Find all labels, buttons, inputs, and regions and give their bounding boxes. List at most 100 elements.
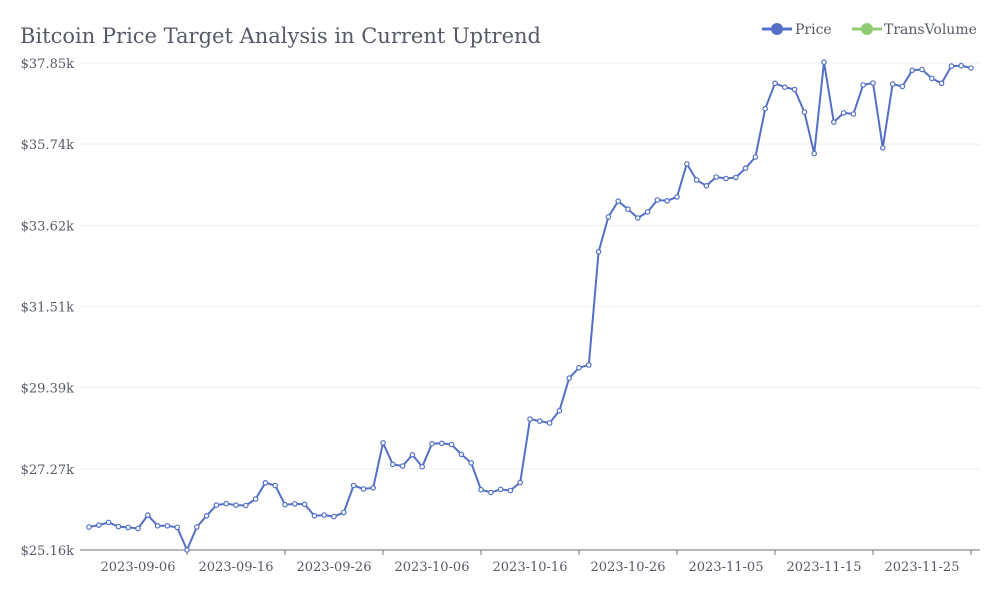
price-point[interactable]: [860, 82, 867, 88]
price-point[interactable]: [96, 522, 102, 528]
price-point[interactable]: [723, 175, 729, 182]
price-point[interactable]: [223, 500, 230, 507]
price-point[interactable]: [781, 84, 788, 91]
price-point[interactable]: [889, 81, 896, 87]
grid: [80, 62, 980, 470]
price-point[interactable]: [154, 522, 161, 529]
price-point[interactable]: [429, 440, 435, 447]
price-point[interactable]: [928, 75, 935, 82]
price-point[interactable]: [321, 512, 328, 518]
price-point[interactable]: [791, 86, 798, 93]
price-point[interactable]: [919, 66, 925, 73]
price-point[interactable]: [311, 512, 318, 519]
price-point[interactable]: [243, 502, 249, 509]
price-point[interactable]: [389, 461, 396, 468]
price-point[interactable]: [331, 513, 337, 520]
price-point[interactable]: [203, 512, 210, 519]
price-point[interactable]: [115, 523, 122, 530]
price-point[interactable]: [546, 420, 553, 426]
price-point[interactable]: [821, 59, 827, 66]
price-point[interactable]: [194, 524, 200, 530]
price-point[interactable]: [282, 501, 288, 508]
price-point[interactable]: [517, 479, 524, 486]
price-point[interactable]: [811, 150, 818, 157]
price-point[interactable]: [556, 407, 563, 414]
price-point[interactable]: [615, 198, 622, 205]
price-point[interactable]: [458, 451, 465, 458]
price-point[interactable]: [174, 524, 181, 531]
price-point[interactable]: [576, 364, 582, 371]
price-point[interactable]: [478, 486, 484, 493]
price-point[interactable]: [732, 174, 739, 181]
x-tick-label: 2023-11-05: [689, 560, 764, 575]
price-point[interactable]: [468, 460, 475, 466]
price-point[interactable]: [968, 65, 974, 71]
price-point[interactable]: [566, 375, 573, 381]
price-point[interactable]: [262, 479, 269, 486]
price-point[interactable]: [105, 519, 112, 526]
price-point[interactable]: [938, 80, 945, 87]
price-point[interactable]: [370, 484, 377, 491]
legend-item-transvolume[interactable]: TransVolume: [852, 22, 977, 38]
price-point[interactable]: [840, 110, 847, 116]
price-point[interactable]: [350, 482, 357, 489]
price-point[interactable]: [164, 522, 171, 529]
price-point[interactable]: [899, 83, 906, 90]
price-point[interactable]: [654, 197, 661, 203]
price-point[interactable]: [507, 487, 514, 494]
price-point[interactable]: [683, 161, 690, 167]
price-point[interactable]: [145, 512, 151, 518]
series-price: [86, 59, 974, 553]
price-point[interactable]: [419, 463, 426, 470]
price-point[interactable]: [605, 214, 612, 220]
price-point[interactable]: [742, 165, 749, 172]
price-point[interactable]: [674, 194, 680, 200]
legend-item-price[interactable]: Price: [762, 22, 832, 38]
price-point[interactable]: [664, 198, 671, 204]
price-point[interactable]: [948, 63, 955, 69]
price-point[interactable]: [909, 67, 916, 74]
price-point[interactable]: [879, 145, 886, 151]
price-point[interactable]: [958, 62, 965, 69]
x-tick-label: 2023-11-15: [787, 560, 862, 575]
price-point[interactable]: [340, 509, 347, 516]
price-point[interactable]: [86, 524, 92, 530]
price-point[interactable]: [625, 206, 631, 213]
price-point[interactable]: [291, 501, 298, 507]
price-point[interactable]: [634, 215, 641, 221]
price-point[interactable]: [380, 440, 386, 446]
price-point[interactable]: [360, 486, 367, 492]
price-point[interactable]: [762, 105, 769, 112]
price-point[interactable]: [125, 524, 132, 531]
x-axis: 2023-09-06 2023-09-16 2023-09-26 2023-10-06…: [80, 549, 980, 575]
price-point[interactable]: [135, 525, 141, 532]
price-point[interactable]: [487, 489, 494, 496]
price-point[interactable]: [252, 496, 259, 502]
price-point[interactable]: [409, 451, 416, 458]
price-point[interactable]: [703, 183, 710, 189]
price-point[interactable]: [850, 111, 857, 117]
price-point[interactable]: [772, 80, 778, 87]
price-point[interactable]: [585, 362, 592, 368]
legend[interactable]: Price TransVolume: [762, 22, 977, 38]
price-point[interactable]: [527, 416, 533, 422]
price-point[interactable]: [693, 177, 700, 183]
price-point[interactable]: [870, 80, 876, 86]
price-point[interactable]: [301, 501, 308, 508]
price-point[interactable]: [438, 440, 445, 447]
price-point[interactable]: [830, 119, 837, 125]
price-point[interactable]: [752, 154, 759, 160]
price-point[interactable]: [184, 547, 190, 553]
y-axis: $25.16k $27.27k $29.39k $31.51k $33.62k $35.7…: [21, 57, 74, 559]
price-point[interactable]: [497, 486, 504, 493]
price-point[interactable]: [399, 463, 406, 469]
price-point[interactable]: [801, 109, 808, 115]
price-point[interactable]: [213, 502, 220, 508]
price-point[interactable]: [448, 441, 455, 448]
price-point[interactable]: [272, 482, 279, 489]
price-point[interactable]: [713, 174, 720, 180]
price-point[interactable]: [233, 502, 239, 508]
price-point[interactable]: [644, 209, 651, 215]
price-point[interactable]: [536, 418, 543, 424]
price-point[interactable]: [595, 249, 602, 255]
